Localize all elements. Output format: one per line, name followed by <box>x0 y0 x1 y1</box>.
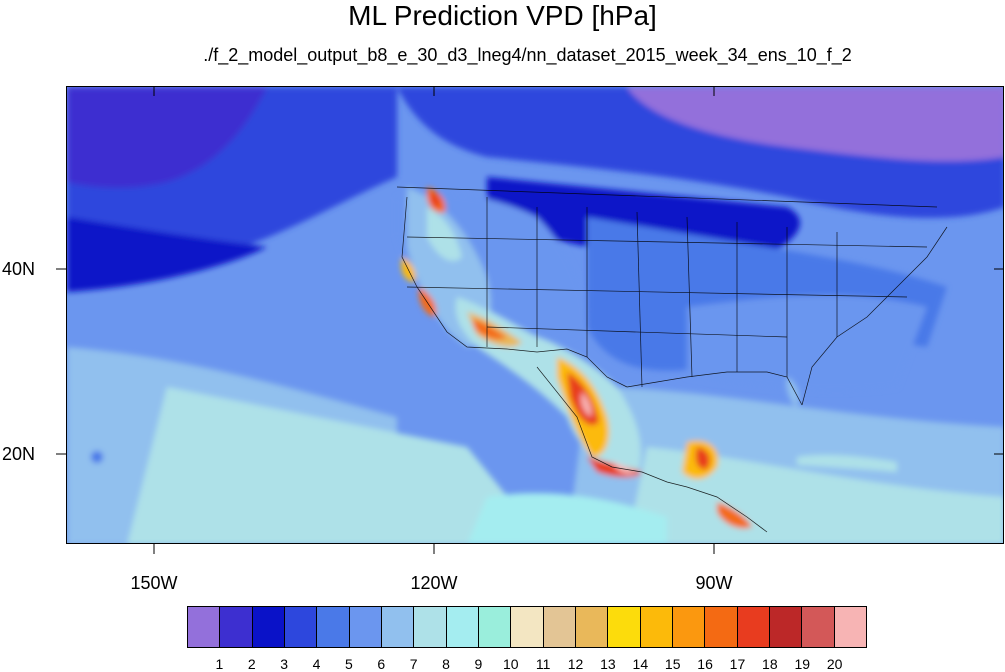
vpd-map-graphic <box>67 87 1003 543</box>
colorbar-tick-label: 13 <box>600 656 616 672</box>
colorbar-swatch <box>769 607 803 647</box>
colorbar-swatch <box>543 607 576 647</box>
colorbar-tick-label: 19 <box>794 656 811 672</box>
colorbar-swatch <box>672 607 706 647</box>
boundary-lines <box>396 186 948 533</box>
colorbar-tick-label: 16 <box>697 656 713 672</box>
colorbar-swatch <box>381 607 415 647</box>
colorbar-swatch <box>446 607 479 647</box>
colorbar-tick-label: 7 <box>409 656 418 672</box>
colorbar-swatch <box>414 607 447 647</box>
colorbar-swatch <box>252 607 285 647</box>
colorbar-tick-label: 20 <box>826 656 843 672</box>
lat-label-40n: 40N <box>2 259 36 279</box>
colorbar-swatch <box>220 607 253 647</box>
colorbar-tick-label: 5 <box>344 656 353 672</box>
colorbar-tick-label: 6 <box>377 656 386 672</box>
colorbar-swatch <box>478 607 512 647</box>
colorbar-swatch <box>349 607 382 647</box>
colorbar-swatch <box>737 607 770 647</box>
colorbar <box>187 606 867 648</box>
lon-label-150w: 150W <box>130 573 178 593</box>
lat-label-20n: 20N <box>2 444 36 464</box>
colorbar-swatch <box>511 607 544 647</box>
colorbar-tick-label: 15 <box>664 656 681 672</box>
colorbar-tick-label: 11 <box>535 656 551 672</box>
chart-title: ML Prediction VPD [hPa] <box>348 0 657 31</box>
colorbar-swatch <box>575 607 609 647</box>
colorbar-tick-label: 4 <box>312 656 321 672</box>
colorbar-tick-label: 14 <box>632 656 649 672</box>
vpd-map <box>66 86 1004 544</box>
colorbar-tick-label: 17 <box>729 656 746 672</box>
lon-label-120w: 120W <box>410 573 458 593</box>
colorbar-tick-label: 12 <box>567 656 584 672</box>
colorbar-tick-label: 3 <box>280 656 289 672</box>
colorbar-tick-label: 1 <box>215 656 224 672</box>
colorbar-swatch <box>188 607 221 647</box>
colorbar-swatch <box>640 607 673 647</box>
colorbar-swatch <box>608 607 641 647</box>
colorbar-swatch <box>317 607 350 647</box>
colorbar-tick-label: 8 <box>442 656 450 672</box>
chart-subtitle: ./f_2_model_output_b8_e_30_d3_lneg4/nn_d… <box>203 45 852 65</box>
colorbar-tick-label: 9 <box>474 656 483 672</box>
lon-label-90w: 90W <box>695 573 733 593</box>
colorbar-tick-label: 10 <box>503 656 519 672</box>
colorbar-tick-label: 2 <box>247 656 256 672</box>
colorbar-tick-label: 18 <box>762 656 778 672</box>
colorbar-swatch <box>284 607 318 647</box>
colorbar-swatch <box>705 607 738 647</box>
colorbar-swatch <box>802 607 835 647</box>
colorbar-swatch <box>834 607 866 647</box>
